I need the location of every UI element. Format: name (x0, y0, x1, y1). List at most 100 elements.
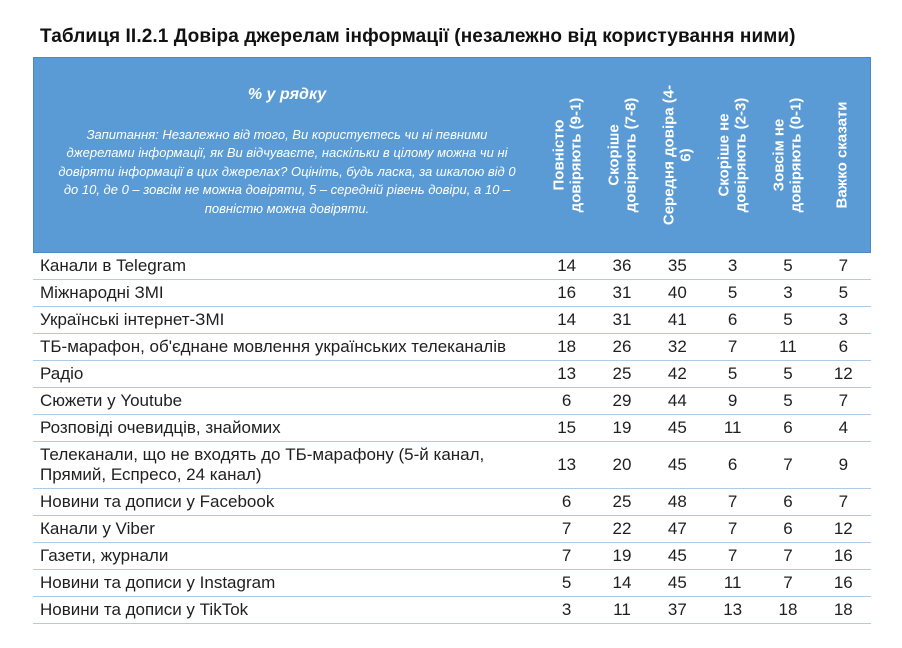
row-value: 26 (612, 337, 632, 356)
row-label: Радіо (40, 364, 84, 383)
row-value: 6 (783, 418, 793, 437)
row-value: 3 (783, 283, 793, 302)
row-value: 45 (667, 546, 687, 565)
row-value: 14 (557, 256, 577, 275)
row-value: 13 (557, 364, 577, 383)
row-value: 4 (838, 418, 849, 437)
row-value: 44 (667, 391, 687, 410)
row-value: 3 (561, 600, 572, 619)
row-value: 31 (612, 310, 632, 329)
row-value: 6 (838, 337, 849, 356)
column-header-label: Середня довіра (4- 6) (659, 84, 694, 226)
row-value: 13 (557, 455, 577, 474)
row-value: 11 (723, 418, 742, 437)
row-value: 7 (561, 546, 572, 565)
table-row: Телеканали, що не входять до ТБ-марафону… (33, 442, 871, 489)
table-row: Канали в Telegram 14 36 35 3 5 7 (33, 253, 871, 280)
row-value: 36 (612, 256, 632, 275)
row-value: 37 (667, 600, 687, 619)
row-value: 6 (561, 492, 572, 511)
row-label: Сюжети у Youtube (40, 391, 183, 410)
row-label: Канали в Telegram (40, 256, 187, 275)
row-value: 7 (783, 546, 793, 565)
trust-sources-table: % у рядку Запитання: Незалежно від того,… (33, 57, 871, 624)
row-value: 7 (838, 391, 849, 410)
row-value: 7 (727, 492, 738, 511)
row-value: 16 (557, 283, 577, 302)
survey-question-text: Запитання: Незалежно від того, Ви корист… (58, 127, 516, 216)
row-label: Новини та дописи у Instagram (40, 573, 276, 592)
row-value: 29 (612, 391, 632, 410)
row-value: 6 (727, 310, 738, 329)
column-header-fully-distrust: Зовсім не довіряють (0-1) (760, 58, 815, 252)
row-value: 15 (557, 418, 577, 437)
row-label: ТБ-марафон, об'єднане мовлення українськ… (40, 337, 506, 356)
row-value: 25 (612, 364, 632, 383)
table-row: Українські інтернет-ЗМІ 14 31 41 6 5 3 (33, 307, 871, 334)
row-value: 32 (667, 337, 687, 356)
row-value: 12 (833, 364, 853, 383)
table-row: Сюжети у Youtube 6 29 44 9 5 7 (33, 388, 871, 415)
row-value: 48 (667, 492, 687, 511)
page-title: Таблиця II.2.1 Довіра джерелам інформаці… (40, 26, 796, 47)
row-value: 45 (667, 418, 687, 437)
table-row: ТБ-марафон, об'єднане мовлення українськ… (33, 334, 871, 361)
column-header-rather-distrust: Скоріше не довіряють (2-3) (705, 58, 760, 252)
row-value: 7 (783, 573, 793, 592)
row-value: 11 (779, 337, 797, 356)
row-value: 3 (838, 310, 849, 329)
row-value: 18 (833, 600, 853, 619)
row-value: 6 (561, 391, 572, 410)
header-corner-cell: % у рядку Запитання: Незалежно від того,… (34, 58, 540, 252)
row-value: 7 (727, 546, 738, 565)
row-value: 42 (667, 364, 687, 383)
table-row: Газети, журнали 7 19 45 7 7 16 (33, 543, 871, 570)
row-value: 40 (667, 283, 687, 302)
row-label: Міжнародні ЗМІ (40, 283, 164, 302)
row-value: 45 (667, 455, 687, 474)
table-row: Канали у Viber 7 22 47 7 6 12 (33, 516, 871, 543)
row-value: 7 (838, 256, 849, 275)
row-value: 18 (778, 600, 798, 619)
row-value: 11 (613, 600, 631, 619)
column-header-medium-trust: Середня довіра (4- 6) (650, 58, 705, 252)
row-value: 18 (557, 337, 577, 356)
row-label: Телеканали, що не входять до ТБ-марафону… (40, 445, 485, 484)
row-value: 5 (783, 310, 793, 329)
row-value: 5 (783, 391, 793, 410)
table-row: Радіо 13 25 42 5 5 12 (33, 361, 871, 388)
column-header-label: Важко сказати (833, 101, 851, 209)
column-header-label: Скоріше довіряють (7-8) (604, 97, 639, 213)
row-value: 11 (723, 573, 742, 592)
row-value: 7 (561, 519, 572, 538)
row-value: 7 (727, 519, 738, 538)
table-row: Новини та дописи у TikTok 3 11 37 13 18 18 (33, 597, 871, 624)
row-value: 14 (612, 573, 632, 592)
row-value: 6 (783, 519, 793, 538)
table-row: Новини та дописи у Facebook 6 25 48 7 6 7 (33, 489, 871, 516)
row-label: Українські інтернет-ЗМІ (40, 310, 225, 329)
table-header: % у рядку Запитання: Незалежно від того,… (33, 57, 871, 253)
row-value: 25 (612, 492, 632, 511)
row-value: 41 (667, 310, 687, 329)
row-value: 3 (727, 256, 738, 275)
row-value: 9 (838, 455, 849, 474)
table-body: Канали в Telegram 14 36 35 3 5 7 Міжнародні З… (33, 253, 871, 624)
row-value: 6 (783, 492, 793, 511)
column-header-fully-trust: Повністю довіряють (9-1) (540, 58, 595, 252)
row-value: 19 (612, 418, 632, 437)
table-row: Міжнародні ЗМІ 16 31 40 5 3 5 (33, 280, 871, 307)
row-value: 5 (783, 256, 793, 275)
row-label: Канали у Viber (40, 519, 155, 538)
row-value: 7 (727, 337, 738, 356)
row-value: 13 (723, 600, 743, 619)
row-value: 35 (667, 256, 687, 275)
row-percent-label: % у рядку (247, 86, 327, 103)
row-label: Новини та дописи у TikTok (40, 600, 249, 619)
column-header-label: Скоріше не довіряють (2-3) (714, 97, 749, 213)
row-value: 22 (612, 519, 632, 538)
row-value: 14 (557, 310, 577, 329)
row-value: 7 (783, 455, 793, 474)
row-value: 31 (612, 283, 632, 302)
row-value: 45 (667, 573, 687, 592)
